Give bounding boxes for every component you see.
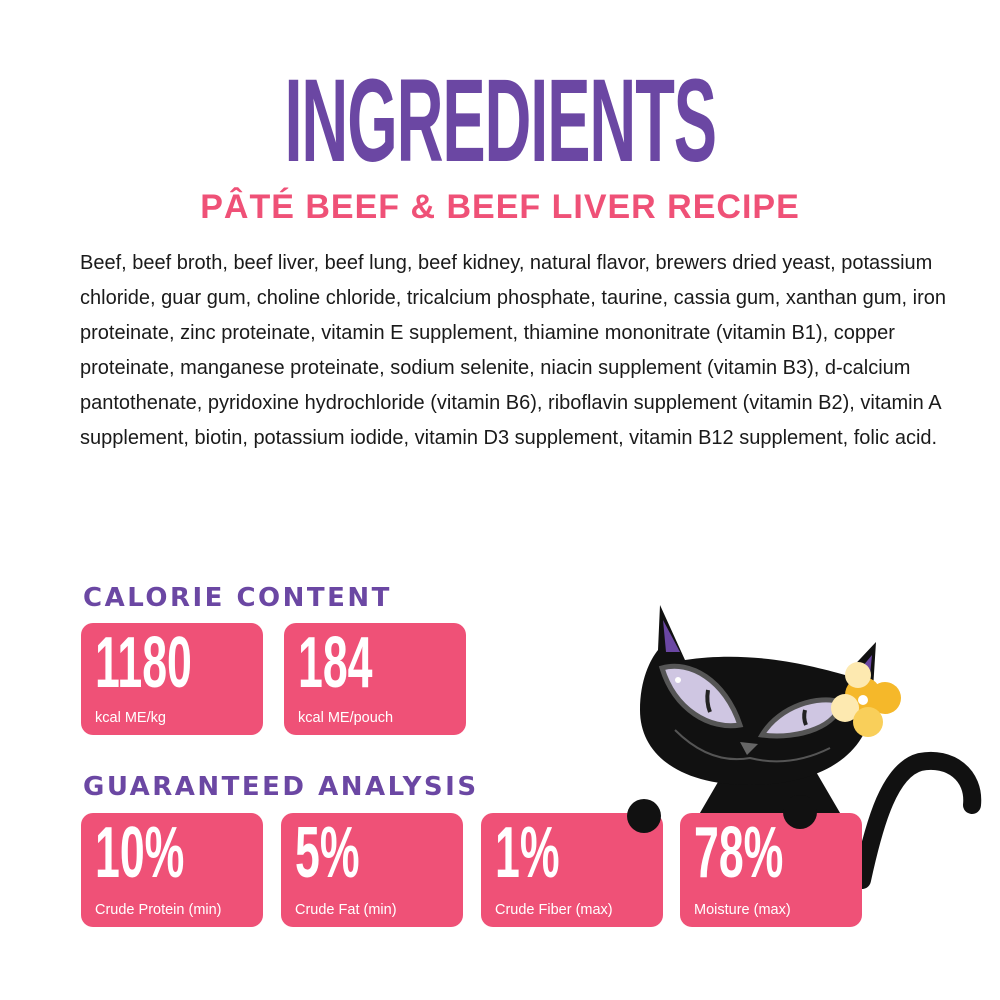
calorie-card: 1180 kcal ME/kg — [81, 623, 263, 735]
analysis-value: 5% — [295, 813, 360, 893]
flower-icon — [831, 662, 901, 737]
calorie-value: 1180 — [95, 623, 192, 703]
analysis-card: 78% Moisture (max) — [680, 813, 862, 927]
analysis-label: Crude Fat (min) — [295, 902, 397, 918]
analysis-card: 10% Crude Protein (min) — [81, 813, 263, 927]
calorie-heading: CALORIE CONTENT — [83, 583, 392, 613]
analysis-card: 5% Crude Fat (min) — [281, 813, 463, 927]
recipe-subtitle: PÂTÉ BEEF & BEEF LIVER RECIPE — [200, 188, 800, 226]
analysis-label: Crude Protein (min) — [95, 902, 222, 918]
analysis-value: 10% — [95, 813, 185, 893]
calorie-card: 184 kcal ME/pouch — [284, 623, 466, 735]
calorie-unit: kcal ME/kg — [95, 710, 166, 726]
calorie-unit: kcal ME/pouch — [298, 710, 394, 726]
page-title: INGREDIENTS — [284, 55, 717, 187]
analysis-card: 1% Crude Fiber (max) — [481, 813, 663, 927]
analysis-heading: GUARANTEED ANALYSIS — [83, 772, 479, 802]
analysis-value: 1% — [495, 813, 560, 893]
analysis-label: Crude Fiber (max) — [495, 902, 613, 918]
ingredients-list: Beef, beef broth, beef liver, beef lung,… — [80, 252, 947, 449]
analysis-value: 78% — [694, 813, 784, 893]
calorie-value: 184 — [298, 623, 373, 703]
analysis-label: Moisture (max) — [694, 902, 791, 918]
